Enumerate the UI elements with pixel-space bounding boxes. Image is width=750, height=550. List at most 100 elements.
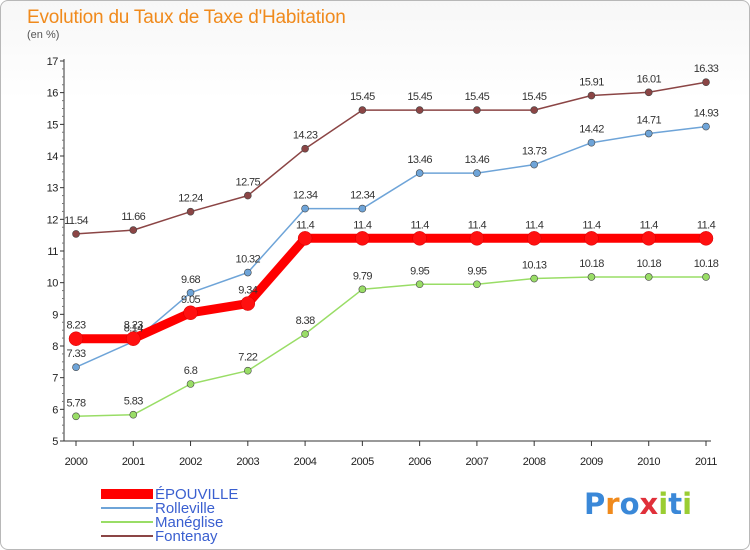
data-label: 15.45 xyxy=(465,91,490,103)
data-label: 5.83 xyxy=(124,396,143,408)
data-label: 16.33 xyxy=(694,63,719,75)
data-label: 10.32 xyxy=(236,254,261,266)
x-tick-label: 2007 xyxy=(465,456,488,468)
data-label: 11.4 xyxy=(411,219,430,231)
data-label: 15.45 xyxy=(350,91,375,103)
data-label: 16.01 xyxy=(636,73,661,85)
data-label: 9.05 xyxy=(181,294,200,306)
chart-title: Evolution du Taux de Taxe d'Habitation xyxy=(27,7,346,28)
y-tick-label: 7 xyxy=(52,373,58,385)
data-label: 10.13 xyxy=(522,260,547,272)
data-label: 14.93 xyxy=(694,108,719,120)
data-point xyxy=(355,231,370,246)
x-tick-label: 2002 xyxy=(179,456,202,468)
data-point xyxy=(129,410,138,419)
data-point xyxy=(587,91,596,100)
x-tick-label: 2001 xyxy=(122,456,145,468)
data-label: 10.18 xyxy=(579,258,604,270)
legend-label-2: Manéglise xyxy=(155,514,223,531)
x-tick-label: 2011 xyxy=(695,456,717,468)
data-point xyxy=(702,273,710,281)
y-tick-label: 13 xyxy=(47,183,59,195)
data-label: 11.4 xyxy=(640,219,659,231)
data-point xyxy=(72,412,80,421)
data-point xyxy=(358,204,367,213)
data-point xyxy=(186,207,195,216)
data-label: 5.78 xyxy=(66,397,85,409)
data-label: 8.23 xyxy=(124,320,143,332)
data-point xyxy=(129,226,138,234)
data-label: 13.73 xyxy=(522,146,547,158)
data-label: 10.18 xyxy=(694,258,719,270)
data-point xyxy=(358,106,367,114)
logo-letter: r xyxy=(605,487,620,521)
data-point xyxy=(644,88,653,97)
data-point xyxy=(530,274,538,283)
data-point xyxy=(644,273,653,281)
data-point xyxy=(297,231,313,246)
data-point xyxy=(473,169,481,177)
data-point xyxy=(415,169,424,177)
data-label: 13.46 xyxy=(465,154,490,166)
data-label: 7.33 xyxy=(66,348,85,360)
proxiti-logo: Proxiti xyxy=(584,487,692,521)
data-point xyxy=(526,231,542,246)
data-label: 11.4 xyxy=(525,219,544,231)
logo-letter: o xyxy=(619,487,640,521)
data-label: 9.95 xyxy=(410,265,429,277)
data-point xyxy=(644,129,653,138)
data-point xyxy=(126,331,141,346)
y-tick-label: 14 xyxy=(47,151,59,163)
data-point xyxy=(240,296,256,311)
legend-label-0: ÉPOUVILLE xyxy=(155,486,238,503)
data-point xyxy=(584,231,599,246)
data-point xyxy=(186,288,195,297)
data-label: 11.4 xyxy=(353,219,372,231)
x-tick-label: 2006 xyxy=(408,456,431,468)
data-point xyxy=(72,363,80,372)
data-point xyxy=(587,273,596,281)
y-tick-label: 17 xyxy=(47,56,59,68)
data-label: 9.68 xyxy=(181,274,200,286)
data-point xyxy=(702,122,710,131)
data-point xyxy=(415,280,424,289)
data-point xyxy=(702,78,710,87)
data-label: 10.18 xyxy=(636,258,661,270)
x-tick-label: 2005 xyxy=(351,456,374,468)
data-point xyxy=(473,280,481,289)
logo-letter: i xyxy=(658,487,669,521)
x-tick-label: 2004 xyxy=(294,456,317,468)
data-label: 15.45 xyxy=(522,91,547,103)
legend-label-3: Fontenay xyxy=(155,528,218,545)
data-label: 14.42 xyxy=(579,124,604,136)
data-point xyxy=(412,231,427,246)
data-label: 11.4 xyxy=(468,219,487,231)
y-tick-label: 9 xyxy=(52,309,58,321)
x-tick-label: 2000 xyxy=(65,456,88,468)
data-point xyxy=(698,231,714,246)
data-point xyxy=(72,230,80,238)
data-point xyxy=(641,231,656,246)
legend-label-1: Rolleville xyxy=(155,500,215,517)
data-label: 12.24 xyxy=(178,193,203,205)
logo-letter: i xyxy=(682,487,693,521)
data-label: 12.75 xyxy=(236,177,261,189)
data-point xyxy=(186,380,195,388)
y-tick-label: 12 xyxy=(47,214,59,226)
data-label: 14.23 xyxy=(293,130,318,142)
data-point xyxy=(469,231,485,246)
data-point xyxy=(244,366,252,375)
y-tick-label: 8 xyxy=(52,341,58,353)
chart-unit-label: (en %) xyxy=(27,29,60,41)
data-label: 8.38 xyxy=(296,315,315,327)
data-label: 11.4 xyxy=(296,219,315,231)
logo-letter: t xyxy=(668,487,683,521)
y-tick-label: 15 xyxy=(47,119,59,131)
series-line-3 xyxy=(75,81,707,235)
data-point xyxy=(530,160,538,169)
data-label: 9.95 xyxy=(467,265,486,277)
logo-letter: P xyxy=(584,487,606,521)
data-point xyxy=(244,268,252,277)
y-tick-label: 11 xyxy=(47,246,58,258)
